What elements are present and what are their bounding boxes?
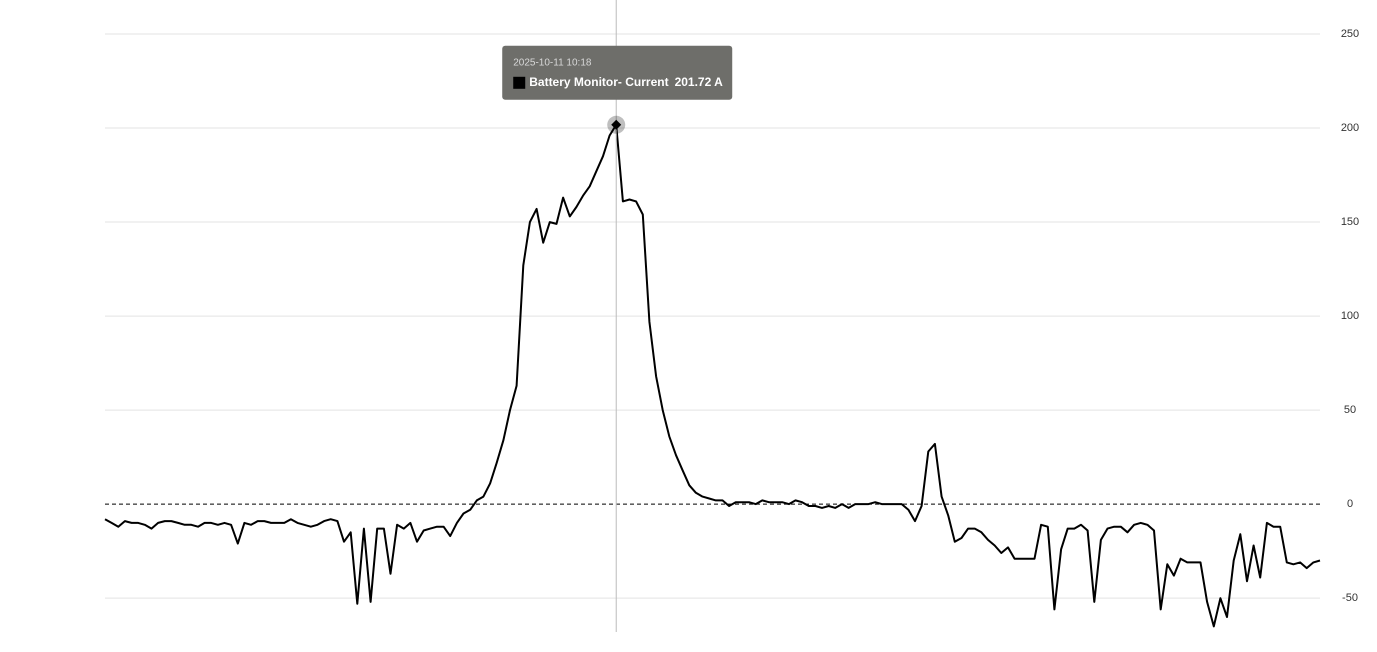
line bbox=[104, 123, 1321, 628]
hover-point bbox=[611, 119, 622, 130]
tooltip-value: 201.72 A bbox=[675, 75, 724, 89]
y-tick-label: 150 bbox=[1341, 216, 1359, 228]
tooltip: 2025-10-11 10:18 Battery Monitor- Current… bbox=[502, 45, 733, 100]
y-tick-label: 100 bbox=[1341, 310, 1359, 322]
y-tick-label: -50 bbox=[1342, 592, 1358, 604]
tooltip-title: 2025-10-11 10:18 bbox=[513, 57, 592, 68]
y-tick-label: 250 bbox=[1341, 28, 1359, 40]
tooltip-text: Battery Monitor- Current 201.72 A bbox=[529, 75, 723, 89]
tooltip-series: Battery Monitor- Current bbox=[529, 75, 668, 89]
tooltip-swatch bbox=[513, 76, 526, 89]
y-tick-label: 200 bbox=[1341, 122, 1359, 134]
tooltip-box bbox=[502, 45, 733, 100]
y-tick-label: 0 bbox=[1347, 498, 1353, 510]
y-tick-label: 50 bbox=[1344, 404, 1356, 416]
